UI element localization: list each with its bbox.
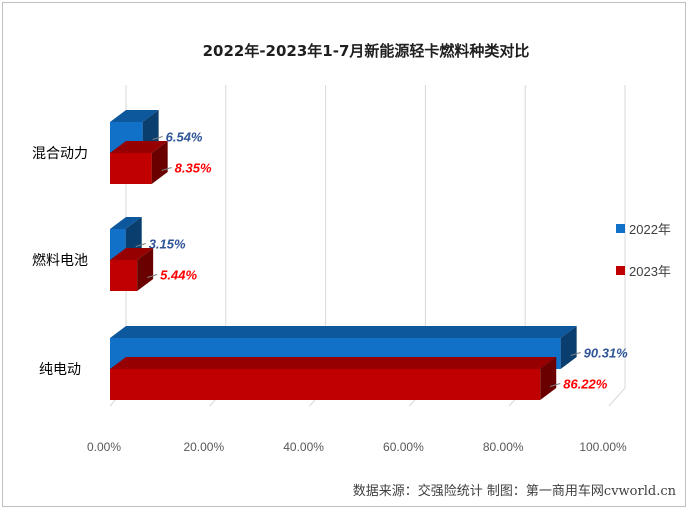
source-note: 数据来源：交强险统计 制图：第一商用车网cvworld.cn [353,483,677,499]
bar [110,369,541,400]
data-label: 86.22% [563,377,608,392]
data-label-leader [135,243,146,247]
legend-swatch [616,266,625,275]
x-tick-label: 0.00% [87,440,121,454]
x-tick-label: 60.00% [383,440,424,454]
category-label: 纯电动 [39,362,81,378]
chart-title: 2022年-2023年1-7月新能源轻卡燃料种类对比 [203,42,530,60]
data-label-leader [570,352,581,356]
bar-top-face [110,326,577,338]
data-label-leader [147,274,158,278]
legend-label: 2023年 [629,264,671,279]
category-label: 混合动力 [32,146,88,162]
data-label-leader [152,136,163,140]
bar-top-face [110,217,142,229]
data-label: 8.35% [175,161,212,176]
data-label-leader [550,383,561,387]
data-label: 6.54% [166,130,203,145]
data-label: 90.31% [584,346,629,361]
x-tick-label: 40.00% [283,440,324,454]
legend-label: 2022年 [629,222,671,237]
category-label: 燃料电池 [32,252,88,269]
x-tick-label: 80.00% [483,440,524,454]
bar-top-face [110,248,154,260]
x-tick-label: 100.00% [579,440,627,454]
bar-side-face [137,248,154,291]
bar-side-face [560,326,577,369]
bar [110,153,152,184]
data-label: 5.44% [160,268,197,283]
bar-side-face [540,357,557,400]
bar-top-face [110,357,557,369]
bar [110,260,138,291]
data-label-leader [161,167,172,171]
legend-swatch [616,224,625,233]
bar-side-face [151,141,168,184]
x-tick-label: 20.00% [183,440,224,454]
bar-top-face [110,110,159,122]
data-label: 3.15% [149,237,186,252]
floor-gridline [608,387,626,407]
bar-top-face [110,141,168,153]
